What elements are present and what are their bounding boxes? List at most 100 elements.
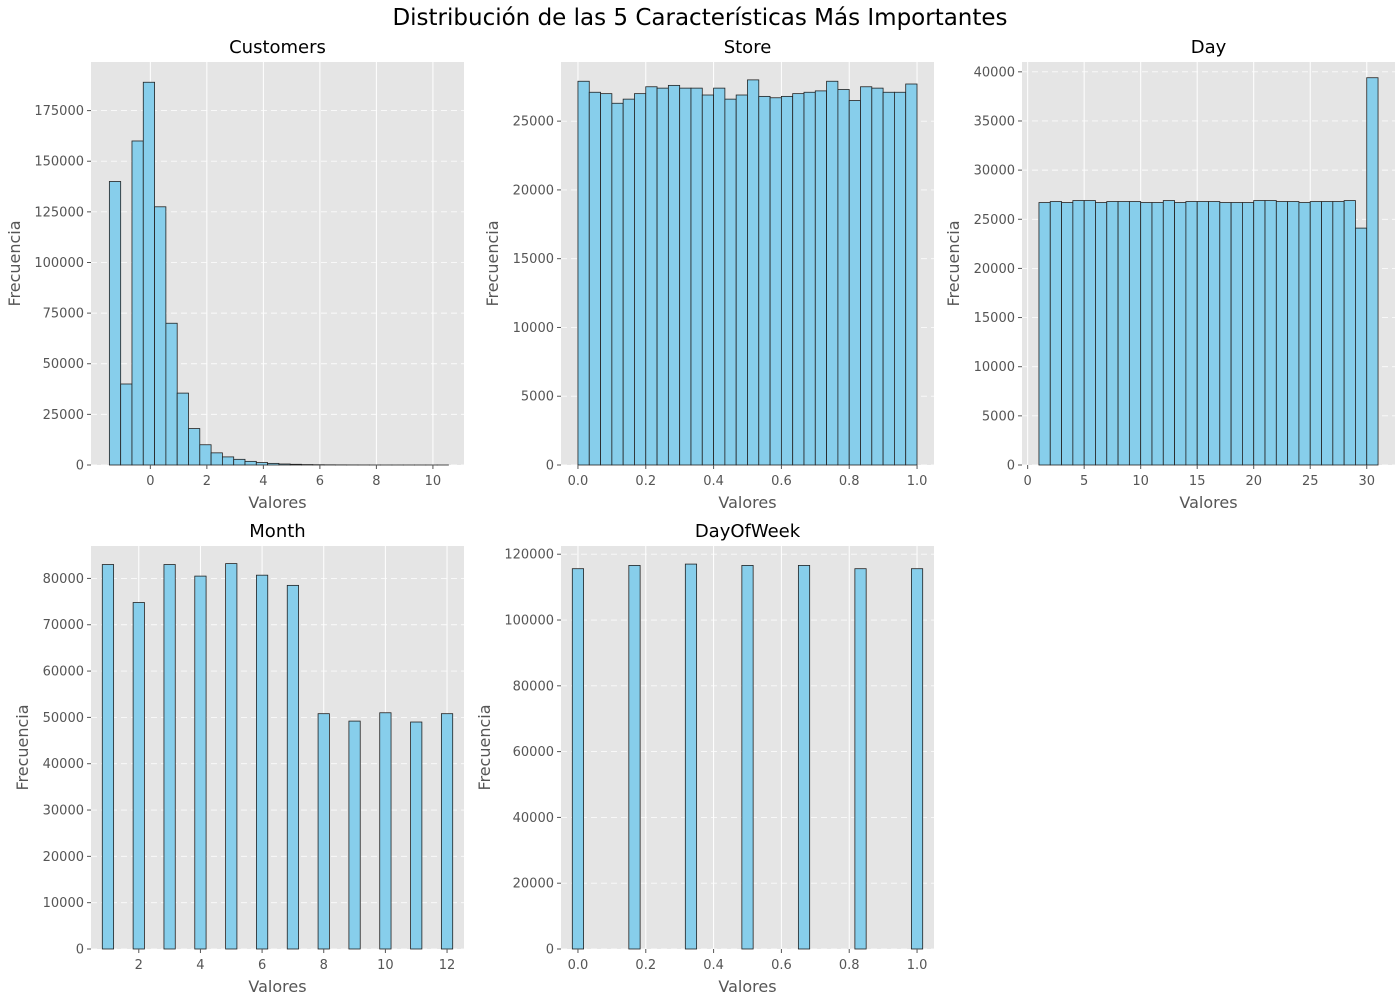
y-tick-label: 40000 [513, 811, 554, 826]
histogram-bar [188, 428, 201, 466]
histogram-bar [131, 140, 144, 466]
histogram-bar [1355, 227, 1368, 466]
x-axis-label: Valores [718, 977, 776, 996]
y-tick-label: 20000 [513, 877, 554, 892]
x-tick-label: 12 [439, 958, 456, 973]
histogram-bar [860, 86, 873, 466]
histogram-bar [792, 93, 805, 466]
histogram-bar [780, 95, 794, 466]
chart-panel-day: 0 5 10 15 20 25 30 0 5000 10000 15000 20000 25000 300… [944, 37, 1395, 512]
histogram-bar [622, 98, 635, 466]
histogram-bar [244, 460, 257, 466]
y-tick-label: 100000 [34, 256, 84, 271]
histogram-bar [577, 80, 590, 466]
y-tick-label: 50000 [43, 711, 84, 726]
histogram-bar [176, 392, 189, 466]
y-tick-label: 60000 [513, 745, 554, 760]
bars [571, 563, 924, 950]
y-tick-label: 5000 [521, 390, 554, 405]
histogram-bar [797, 565, 811, 950]
x-tick-label: 0.6 [771, 474, 792, 489]
histogram-bar [735, 94, 748, 466]
y-axis-label: Frecuencia [5, 220, 24, 306]
x-tick-label: 5 [1080, 474, 1088, 489]
histogram-bar [1049, 201, 1062, 466]
x-tick-label: 0.6 [771, 958, 792, 973]
y-tick-label: 70000 [43, 618, 84, 633]
histogram-bar [571, 568, 585, 950]
x-tick-label: 0.8 [839, 474, 860, 489]
y-tick-label: 0 [1007, 459, 1015, 474]
histogram-bar [101, 564, 115, 950]
histogram-bar [814, 90, 827, 466]
figure-title: Distribución de las 5 Características Má… [392, 5, 1007, 31]
x-tick-label: 20 [1245, 474, 1262, 489]
y-tick-label: 40000 [43, 757, 84, 772]
y-tick-label: 20000 [513, 183, 554, 198]
histogram-bar [1174, 202, 1187, 466]
panel-title: Day [1191, 37, 1227, 58]
histogram-bar [1219, 202, 1232, 466]
histogram-bar [724, 98, 737, 466]
histogram-bar [1162, 200, 1175, 466]
histogram-bar [667, 84, 681, 466]
x-axis-label: Valores [248, 493, 306, 512]
y-tick-label: 80000 [43, 572, 84, 587]
histogram-bar [256, 574, 269, 950]
histogram-bar [1343, 200, 1356, 466]
x-tick-label: 0.4 [703, 958, 724, 973]
histogram-bar [1061, 202, 1074, 466]
histogram-bar [871, 87, 884, 466]
x-tick-label: 2 [135, 958, 143, 973]
x-tick-label: 0 [1024, 474, 1032, 489]
histogram-bar [628, 565, 641, 950]
y-tick-label: 120000 [504, 548, 554, 563]
panel-title: Store [724, 37, 772, 58]
histogram-bar [701, 94, 714, 466]
x-tick-label: 0.2 [635, 958, 656, 973]
y-tick-label: 15000 [513, 252, 554, 267]
histogram-bar [1264, 200, 1277, 466]
histogram-bar [1072, 200, 1085, 466]
x-tick-label: 10 [377, 958, 394, 973]
histogram-bar [233, 458, 246, 466]
y-tick-label: 150000 [34, 155, 84, 170]
x-tick-label: 15 [1189, 474, 1206, 489]
histogram-bar [837, 89, 850, 466]
y-tick-label: 10000 [43, 896, 84, 911]
y-tick-label: 80000 [513, 679, 554, 694]
y-tick-label: 75000 [43, 307, 84, 322]
histogram-bar [1309, 201, 1322, 466]
histogram-bar [747, 79, 760, 466]
histogram-bar [1117, 201, 1130, 466]
x-tick-label: 4 [196, 958, 204, 973]
histogram-bar [221, 456, 235, 466]
y-tick-label: 100000 [504, 614, 554, 629]
histogram-bar [1275, 201, 1289, 466]
y-axis-label: Frecuencia [483, 220, 502, 306]
histogram-bar [769, 97, 782, 466]
bars [101, 563, 454, 950]
histogram-bar [1140, 202, 1153, 466]
chart-panel-dayofweek: 0.0 0.2 0.4 0.6 0.8 1.0 0 20000 40000 60000 80000 1… [475, 521, 934, 996]
histogram-bar [656, 87, 669, 466]
histogram-bar [132, 602, 145, 950]
y-tick-label: 175000 [34, 104, 84, 119]
x-tick-label: 25 [1302, 474, 1319, 489]
y-tick-label: 15000 [974, 311, 1015, 326]
y-tick-label: 0 [76, 943, 84, 958]
x-tick-label: 0.2 [635, 474, 656, 489]
y-tick-label: 5000 [982, 409, 1015, 424]
y-tick-label: 10000 [513, 321, 554, 336]
bars [1038, 77, 1379, 466]
x-tick-label: 8 [320, 958, 328, 973]
x-tick-label: 1.0 [907, 958, 928, 973]
histogram-bar [225, 563, 238, 950]
histogram-bar [1128, 201, 1142, 466]
histogram-bar [1151, 202, 1164, 466]
histogram-bar [1106, 201, 1119, 466]
bars [108, 81, 449, 466]
histogram-bar [1332, 201, 1345, 466]
histogram-bar [317, 713, 330, 950]
histogram-bar [1242, 202, 1255, 466]
